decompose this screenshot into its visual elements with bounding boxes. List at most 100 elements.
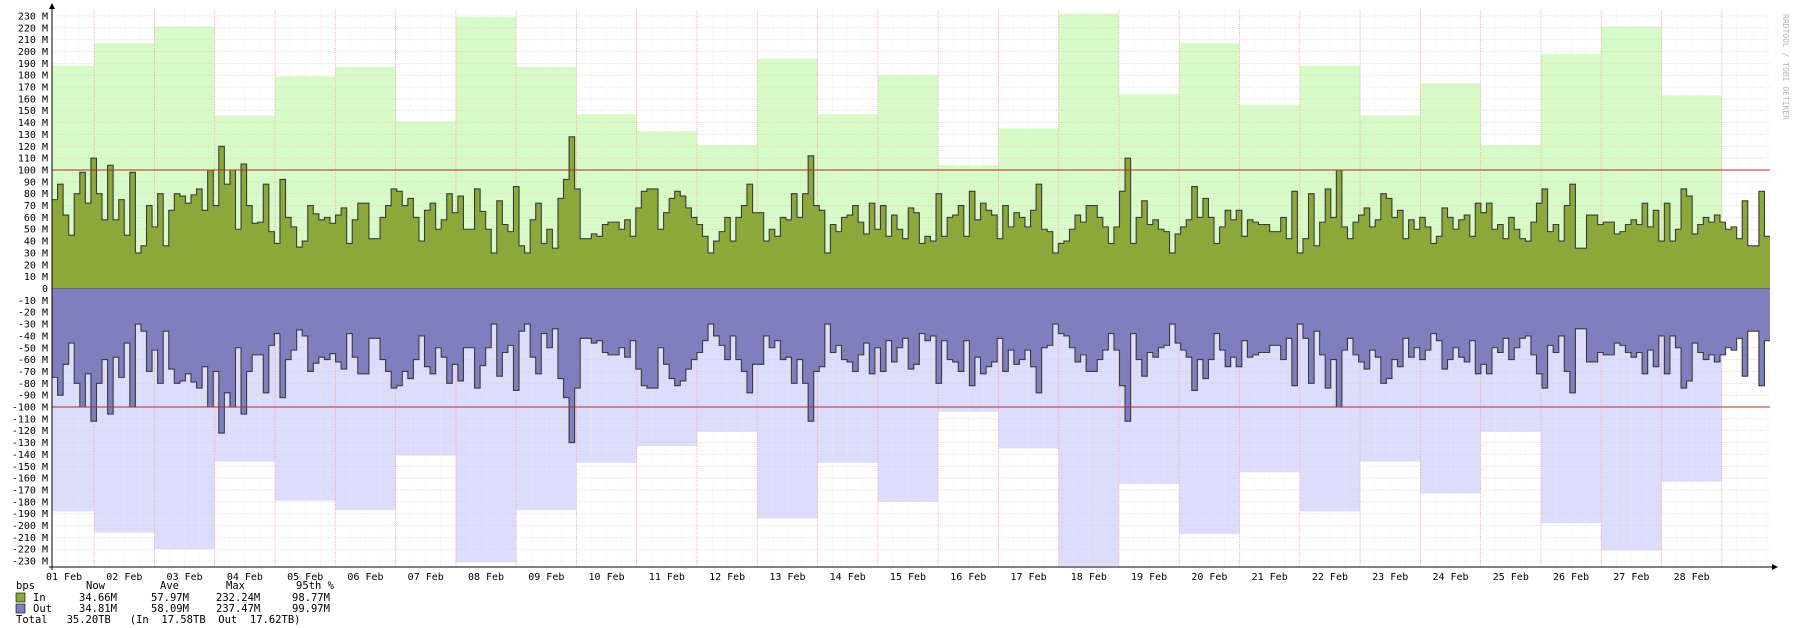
y-tick-label: 190 M: [18, 59, 48, 70]
x-tick-label: 26 Feb: [1553, 572, 1589, 583]
x-tick-label: 28 Feb: [1674, 572, 1710, 583]
x-tick-label: 06 Feb: [347, 572, 383, 583]
legend-out-p95: 99.97M: [292, 603, 330, 615]
y-tick-label: 90 M: [24, 177, 48, 188]
y-tick-label: -170 M: [12, 485, 48, 496]
y-tick-label: -210 M: [12, 533, 48, 544]
x-tick-label: 24 Feb: [1432, 572, 1468, 583]
x-tick-label: 23 Feb: [1372, 572, 1408, 583]
legend-swatch-in: [15, 592, 26, 603]
rrdtool-watermark: RRDTOOL / TOBI OETIKER: [1781, 14, 1790, 120]
y-tick-label: -10 M: [18, 296, 48, 307]
x-tick-label: 01 Feb: [46, 572, 82, 583]
y-tick-label: -140 M: [12, 450, 48, 461]
y-tick-label: -50 M: [18, 343, 48, 354]
legend-in-p95: 98.77M: [292, 592, 330, 604]
y-tick-label: -190 M: [12, 509, 48, 520]
x-tick-label: 18 Feb: [1071, 572, 1107, 583]
x-tick-label: 12 Feb: [709, 572, 745, 583]
in-traffic-outline: [52, 136, 1770, 254]
legend-out-label: Out: [33, 603, 52, 615]
legend-out-now: 34.81M: [79, 603, 117, 615]
legend-header-ave: Ave: [160, 580, 179, 592]
legend-header-max: Max: [226, 580, 245, 592]
y-tick-label: -80 M: [18, 379, 48, 390]
legend-out-ave: 58.09M: [151, 603, 189, 615]
x-tick-label: 25 Feb: [1493, 572, 1529, 583]
x-tick-label: 11 Feb: [649, 572, 685, 583]
legend-in-ave: 57.97M: [151, 592, 189, 604]
x-tick-label: 20 Feb: [1191, 572, 1227, 583]
y-tick-label: 130 M: [18, 130, 48, 141]
x-axis-labels: 01 Feb 02 Feb 03 Feb 04 Feb 05 Feb 06 Feb 07 F…: [46, 572, 1710, 583]
y-tick-label: 40 M: [24, 237, 48, 248]
x-tick-label: 19 Feb: [1131, 572, 1167, 583]
y-tick-label: 70 M: [24, 201, 48, 212]
y-tick-label: -110 M: [12, 414, 48, 425]
y-tick-label: 140 M: [18, 118, 48, 129]
x-tick-label: 04 Feb: [227, 572, 263, 583]
y-tick-label: 60 M: [24, 213, 48, 224]
y-tick-label: 0: [42, 284, 48, 295]
y-tick-label: -30 M: [18, 320, 48, 331]
x-tick-label: 15 Feb: [890, 572, 926, 583]
y-tick-label: 230 M: [18, 11, 48, 22]
x-tick-label: 03 Feb: [167, 572, 203, 583]
legend-header-p95: 95th %: [296, 580, 335, 592]
legend-in-now: 34.66M: [79, 592, 117, 604]
y-tick-label: 180 M: [18, 71, 48, 82]
legend-in-max: 232.24M: [216, 592, 260, 604]
y-tick-label: 110 M: [18, 154, 48, 165]
y-tick-label: 120 M: [18, 142, 48, 153]
x-tick-label: 16 Feb: [950, 572, 986, 583]
y-tick-label: -230 M: [12, 557, 48, 568]
legend-unit: bps: [16, 580, 35, 592]
y-tick-label: 20 M: [24, 260, 48, 271]
y-tick-label: -220 M: [12, 545, 48, 556]
legend-out-max: 237.47M: [216, 603, 260, 615]
out-traffic-area: [52, 288, 1770, 443]
y-tick-label: -150 M: [12, 462, 48, 473]
traffic-traces: [52, 136, 1770, 444]
x-tick-label: 07 Feb: [408, 572, 444, 583]
x-tick-label: 10 Feb: [589, 572, 625, 583]
x-tick-label: 09 Feb: [528, 572, 564, 583]
y-tick-label: -200 M: [12, 521, 48, 532]
legend-header-now: Now: [86, 580, 106, 592]
y-tick-label: -40 M: [18, 331, 48, 342]
x-tick-label: 13 Feb: [769, 572, 805, 583]
y-tick-label: -130 M: [12, 438, 48, 449]
y-tick-label: -100 M: [12, 403, 48, 414]
in-traffic-area: [52, 136, 1770, 289]
x-tick-label: 02 Feb: [106, 572, 142, 583]
y-tick-label: 50 M: [24, 225, 48, 236]
y-tick-label: -90 M: [18, 391, 48, 402]
legend-in-label: In: [33, 592, 46, 604]
x-tick-label: 05 Feb: [287, 572, 323, 583]
y-tick-label: 170 M: [18, 83, 48, 94]
y-tick-label: 210 M: [18, 35, 48, 46]
x-tick-label: 14 Feb: [830, 572, 866, 583]
y-tick-label: -180 M: [12, 497, 48, 508]
x-axis-arrow: [1772, 564, 1778, 570]
legend-swatch-out: [15, 603, 26, 614]
out-traffic-outline: [52, 323, 1770, 444]
y-axis-arrow: [49, 3, 55, 9]
x-tick-label: 22 Feb: [1312, 572, 1348, 583]
y-tick-label: 200 M: [18, 47, 48, 58]
axes: [49, 3, 1778, 570]
y-tick-label: 30 M: [24, 248, 48, 259]
y-tick-label: 100 M: [18, 165, 48, 176]
y-tick-label: 160 M: [18, 94, 48, 105]
y-tick-label: -70 M: [18, 367, 48, 378]
y-tick-label: 80 M: [24, 189, 48, 200]
legend-total: Total 35.20TB (In 17.58TB Out 17.62TB): [16, 614, 300, 626]
x-tick-label: 21 Feb: [1252, 572, 1288, 583]
legend: bps Now Ave Max 95th % In 34.66M 57.97M …: [15, 580, 335, 626]
y-tick-label: -20 M: [18, 308, 48, 319]
y-tick-label: -60 M: [18, 355, 48, 366]
y-tick-label: -160 M: [12, 474, 48, 485]
y-tick-label: -120 M: [12, 426, 48, 437]
